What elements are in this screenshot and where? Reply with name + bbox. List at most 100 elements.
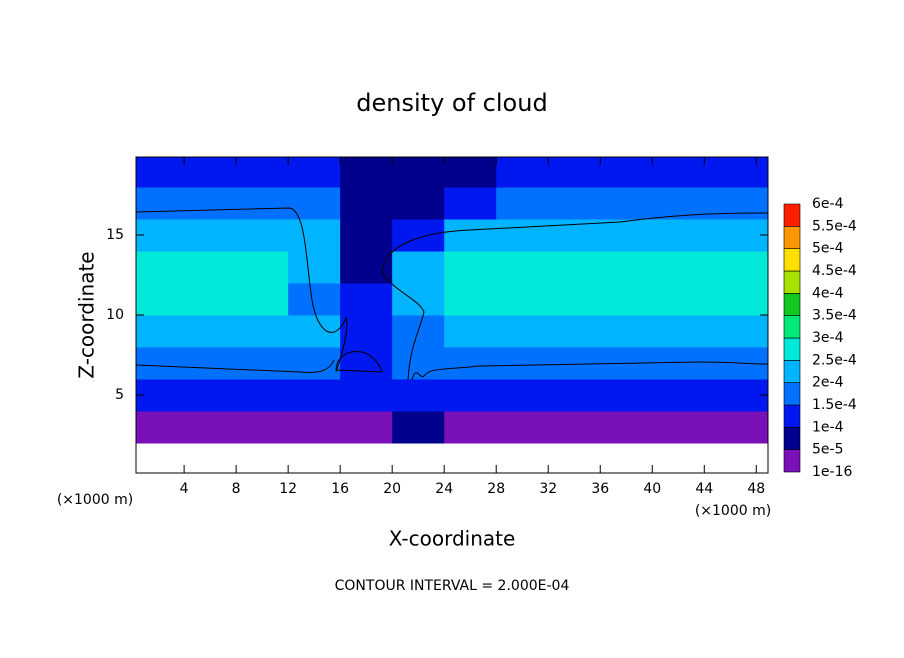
field-cell [496, 251, 549, 284]
field-cell [652, 251, 705, 284]
colorbar-label: 1.5e-4 [812, 397, 857, 413]
colorbar-bin [783, 315, 801, 339]
field-cell [340, 347, 393, 380]
x-tick-label: 32 [539, 481, 557, 497]
field-cell [756, 315, 768, 348]
colorbar-label: 2e-4 [812, 375, 844, 391]
field-cell [756, 347, 768, 380]
y-axis-label: Z-coordinate [75, 251, 99, 378]
field-cell [704, 315, 757, 348]
field-cell [392, 411, 445, 444]
colorbar-label: 2.5e-4 [812, 352, 857, 368]
field-cell [236, 157, 289, 188]
field-cell [340, 187, 393, 220]
field-cell [444, 219, 497, 252]
field-cell [652, 157, 705, 188]
field-cell [340, 315, 393, 348]
field-cell [496, 283, 549, 316]
field-cell [136, 315, 185, 348]
field-cell [704, 411, 757, 444]
field-cell [704, 283, 757, 316]
field-cell [496, 379, 549, 412]
field-cell [496, 411, 549, 444]
contour-line [381, 212, 768, 273]
field-cell [548, 347, 601, 380]
y-tick-label: 10 [106, 307, 124, 323]
contour-line [335, 351, 383, 373]
colorbar-bin [783, 449, 801, 473]
field-cell [756, 187, 768, 220]
contour-line [136, 207, 348, 373]
field-cell [340, 411, 393, 444]
field-cell [548, 283, 601, 316]
contour-line [381, 271, 425, 381]
x-tick-label: 40 [643, 481, 661, 497]
colorbar-label: 4.5e-4 [812, 263, 857, 279]
field-cell [652, 379, 705, 412]
colorbar-label: 1e-16 [812, 464, 852, 480]
field-cell [136, 411, 185, 444]
colorbar-label: 5e-4 [812, 241, 844, 257]
field-cell [652, 187, 705, 220]
field-cell [444, 315, 497, 348]
field-cell [652, 219, 705, 252]
field-cell [704, 187, 757, 220]
field-cell [392, 251, 445, 284]
field-cell [444, 411, 497, 444]
field-cell [184, 157, 237, 188]
y-tick-label: 15 [106, 227, 124, 243]
field-cell [288, 187, 341, 220]
colorbar-bin [783, 382, 801, 406]
field-cell [340, 251, 393, 284]
colorbar-label: 3.5e-4 [812, 308, 857, 324]
x-tick-label: 24 [435, 481, 453, 497]
field-cell [652, 411, 705, 444]
field-cell [184, 219, 237, 252]
field-cell [288, 219, 341, 252]
y-unit: (×1000 m) [57, 492, 133, 508]
field-cell [600, 187, 653, 220]
contour-lines [136, 207, 768, 381]
field-cell [184, 251, 237, 284]
field-cell [392, 187, 445, 220]
x-axis-label: X-coordinate [389, 527, 516, 551]
field-cell [548, 251, 601, 284]
field-cell [184, 347, 237, 380]
field-cell [444, 347, 497, 380]
field-cell [652, 315, 705, 348]
field-cell [496, 187, 549, 220]
field-cell [184, 315, 237, 348]
field-cell [444, 379, 497, 412]
colorbar-label: 1e-4 [812, 419, 844, 435]
field-cell [136, 187, 185, 220]
field-cell [600, 251, 653, 284]
field-cell [444, 251, 497, 284]
colorbar-bin [783, 427, 801, 450]
field-cell [756, 411, 768, 444]
field-cell [136, 251, 185, 284]
x-tick-label: 8 [232, 481, 241, 497]
colorbar-label: 4e-4 [812, 285, 844, 301]
field-cell [136, 347, 185, 380]
field-cell [136, 283, 185, 316]
field-cell [236, 219, 289, 252]
field-cell [704, 379, 757, 412]
field-cell [548, 315, 601, 348]
field-cell [444, 187, 497, 220]
field-cell [496, 315, 549, 348]
field-cell [136, 379, 185, 412]
field-cell [548, 379, 601, 412]
field-cell [236, 315, 289, 348]
colorbar-bin [783, 404, 801, 428]
field-cell [340, 283, 393, 316]
colorbar-bin [783, 203, 801, 227]
x-tick-label: 44 [695, 481, 713, 497]
field-cell [288, 251, 341, 284]
field-cell [600, 411, 653, 444]
field-cell [444, 157, 497, 188]
field-cell [340, 157, 393, 188]
x-tick-label: 4 [180, 481, 189, 497]
colorbar-label: 5.5e-4 [812, 218, 857, 234]
field-cell [184, 283, 237, 316]
